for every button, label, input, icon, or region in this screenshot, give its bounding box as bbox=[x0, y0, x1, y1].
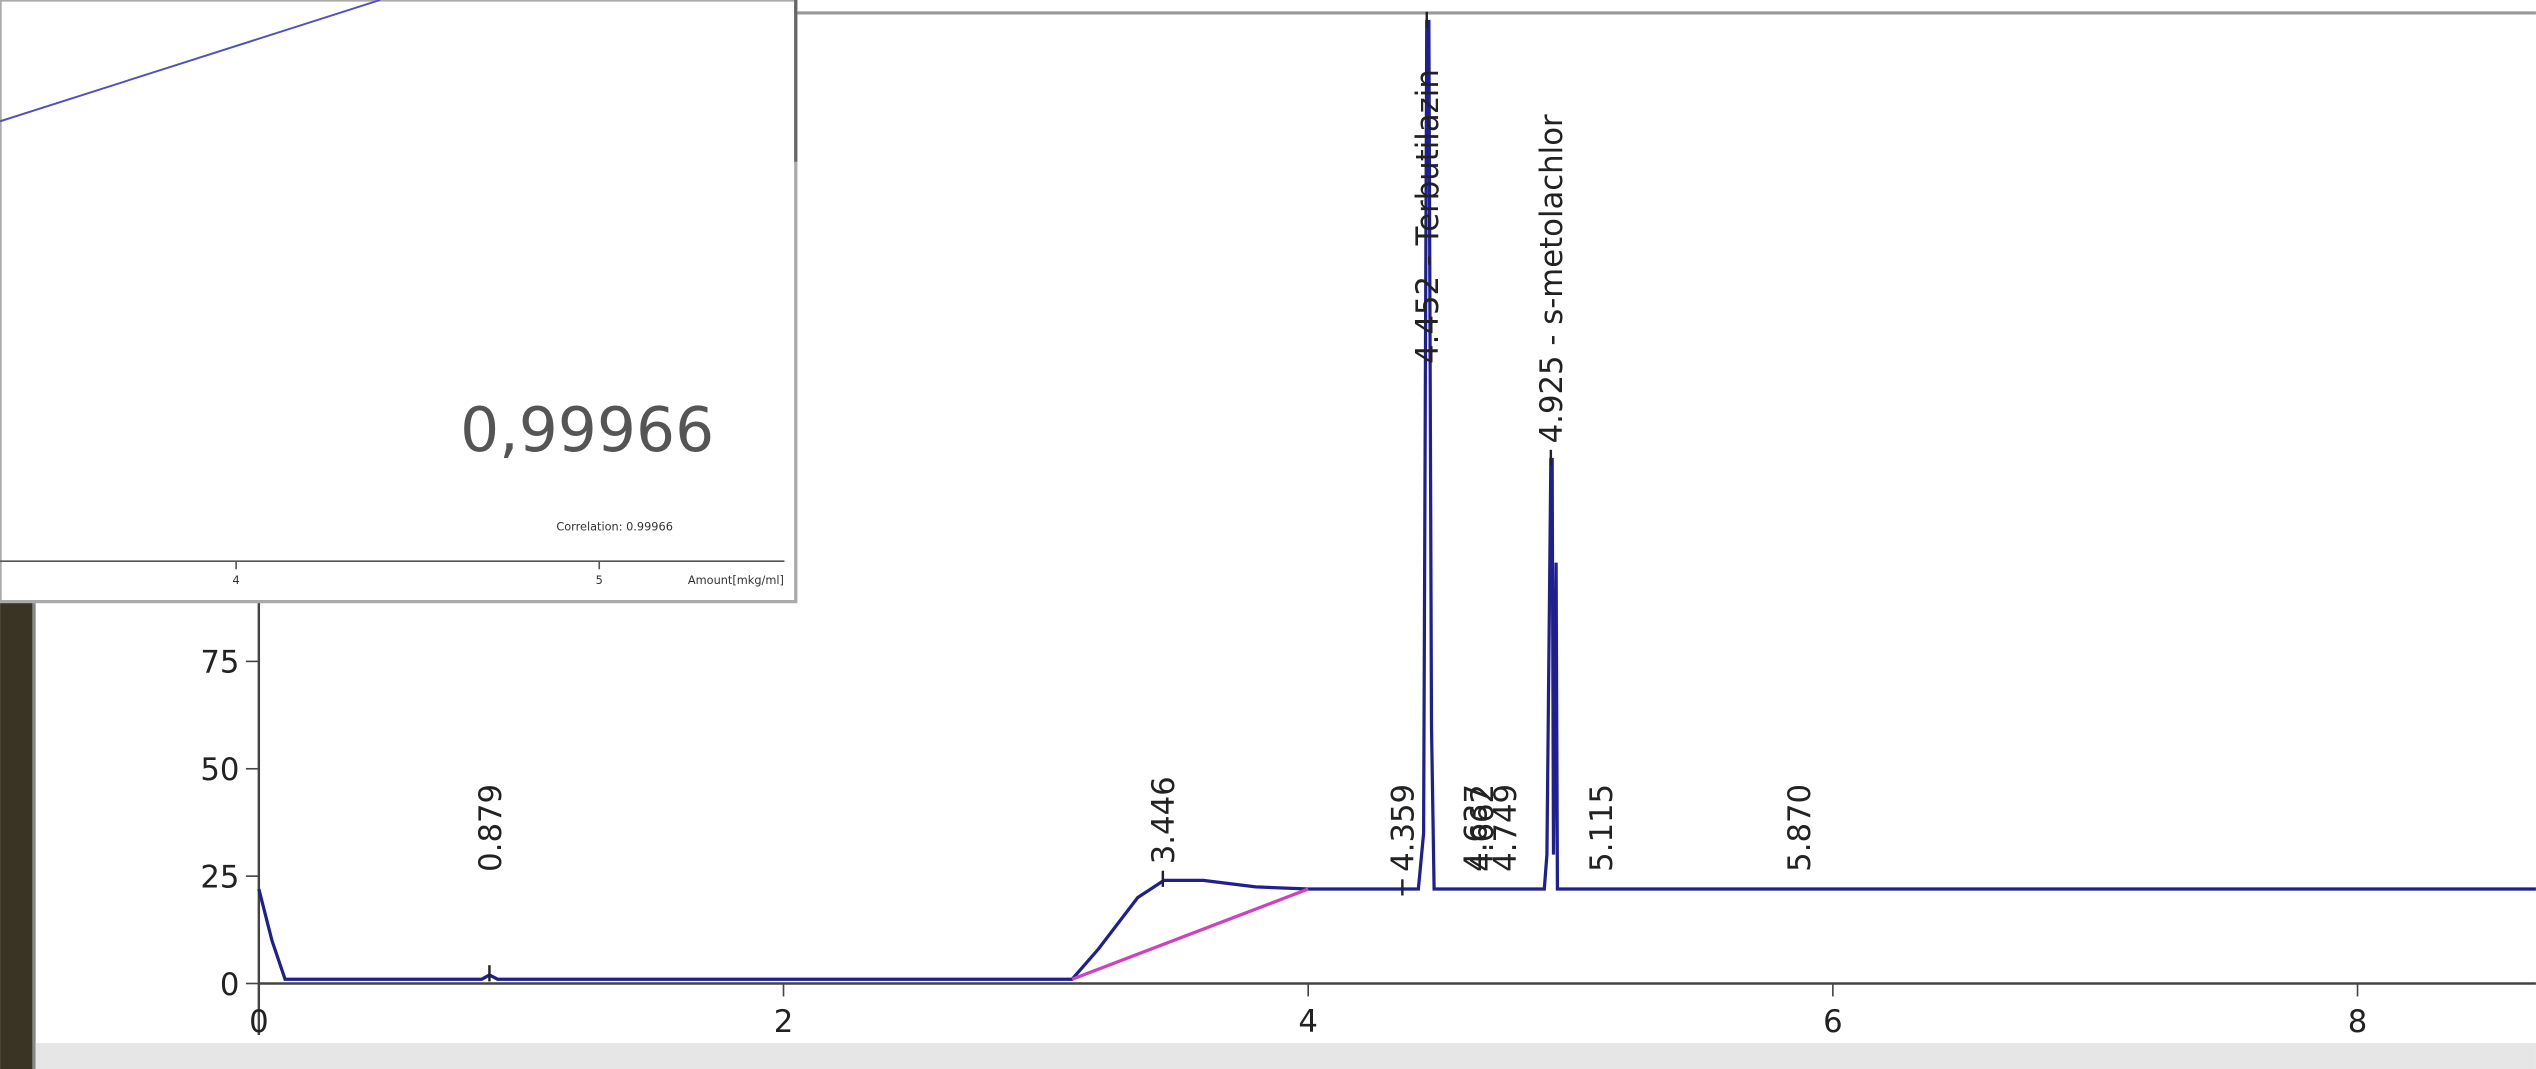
peak-label: 5.115 bbox=[1584, 784, 1620, 872]
x-tick-label: 0 bbox=[249, 1004, 269, 1040]
peak-label: 4.662 bbox=[1465, 784, 1501, 872]
x-tick-label: 4 bbox=[1298, 1004, 1318, 1040]
correlation-highlight: 0,99966 bbox=[460, 395, 714, 466]
peak-label: 5.870 bbox=[1782, 784, 1818, 872]
desktop-edge bbox=[0, 601, 33, 1069]
frame-border bbox=[32, 601, 36, 1069]
peak-label: 0.879 bbox=[473, 784, 509, 872]
trace bbox=[1071, 887, 1309, 981]
inset-x-tick-label: 4 bbox=[233, 573, 240, 587]
correlation-note: Correlation: 0.99966 bbox=[556, 519, 673, 533]
inset-x-label: Amount[mkg/ml] bbox=[688, 573, 784, 587]
calibration-curve bbox=[0, 0, 381, 123]
x-tick-label: 8 bbox=[2348, 1004, 2368, 1040]
status-strip bbox=[35, 1043, 2536, 1069]
y-tick-label: 75 bbox=[200, 645, 239, 681]
x-tick-label: 2 bbox=[774, 1004, 794, 1040]
y-tick-label: 25 bbox=[200, 859, 239, 895]
inset-x-tick-label: 5 bbox=[596, 573, 603, 587]
y-tick-label: 0 bbox=[220, 967, 240, 1003]
chromatogram: 0 25 50 75 0 2 4 6 8 0.879 3.446 4.359 4.452 - Terbu… bbox=[200, 11, 2536, 1040]
peak-label: 3.446 bbox=[1146, 776, 1182, 864]
peak-label: 4.452 - Terbutilazin bbox=[1410, 69, 1446, 364]
calibration-window: 4 5 Amount[mkg/ml] Correlation: 0.99966 0,99… bbox=[0, 0, 798, 604]
peak-label: 4.749 bbox=[1488, 784, 1524, 872]
inset-panel bbox=[0, 0, 798, 604]
peak-label: 4.637 bbox=[1459, 784, 1495, 872]
x-tick-label: 6 bbox=[1823, 1004, 1843, 1040]
y-tick-label: 50 bbox=[200, 752, 239, 788]
peak-label: 4.925 - s-metolachlor bbox=[1534, 114, 1570, 443]
peak-label: 4.359 bbox=[1386, 784, 1422, 872]
